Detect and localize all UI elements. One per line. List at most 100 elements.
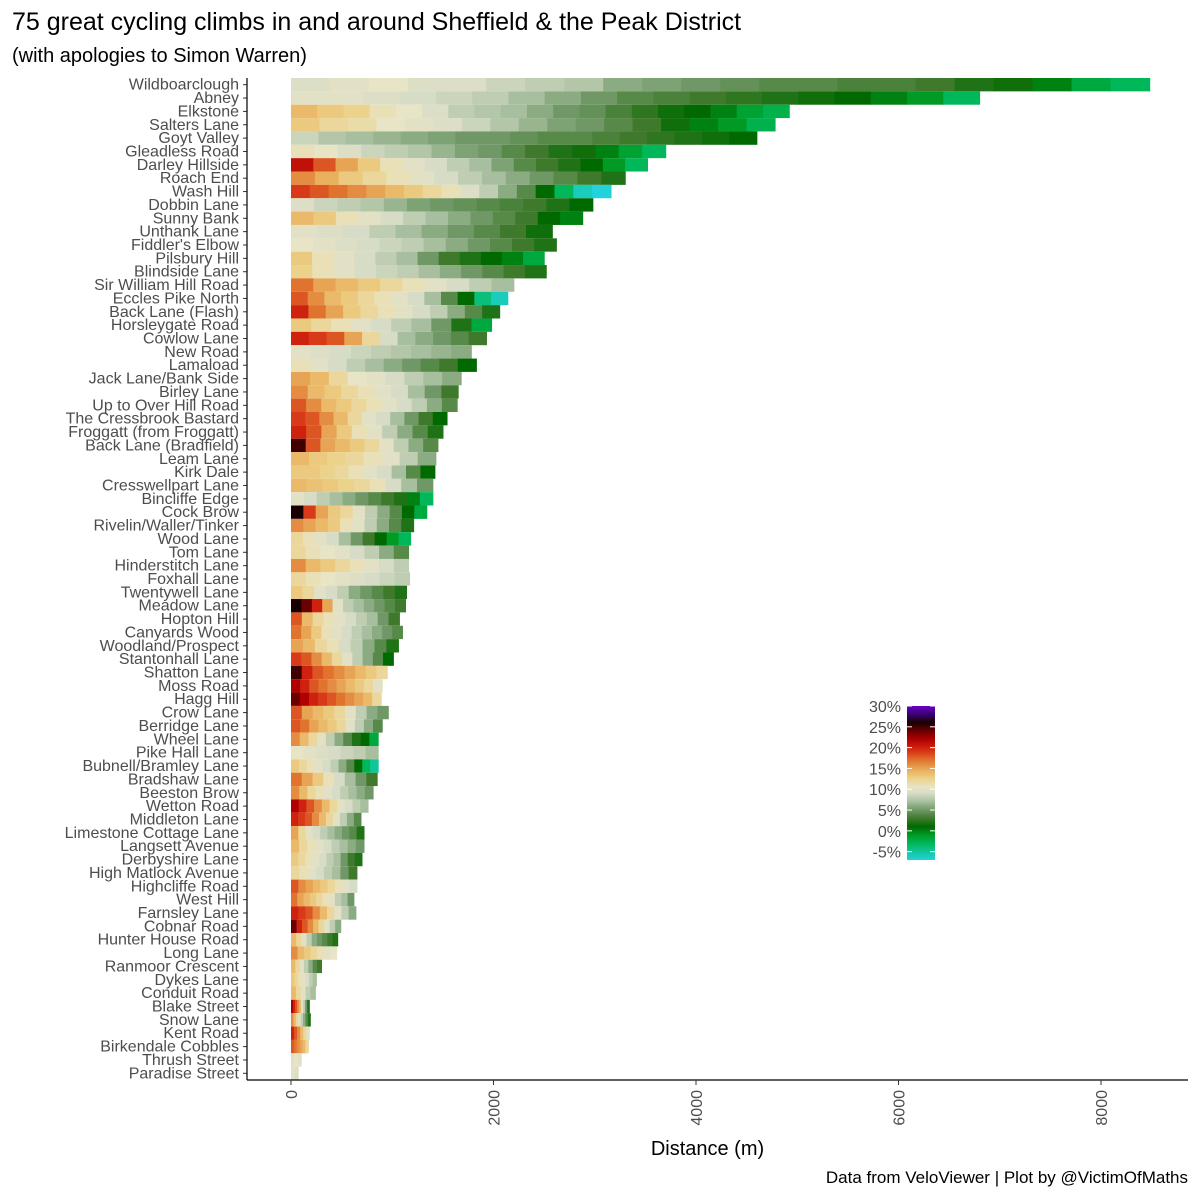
climb-segment [305,999,308,1014]
climb-segment [291,452,310,466]
climb-bar [291,652,394,666]
climb-segment [736,104,764,119]
climb-segment [312,879,321,893]
climb-segment [308,331,328,346]
climb-segment [314,759,324,773]
climb-segment [363,599,375,613]
climb-segment [446,278,470,292]
climb-segment [368,492,382,506]
climb-segment [331,318,352,332]
climb-segment [299,839,308,853]
climb-bar [291,786,374,800]
climb-segment [321,652,333,666]
climb-segment [325,812,334,827]
climb-bar [291,1026,310,1040]
climb-segment [291,652,302,666]
y-tick-label: Roach End [160,170,239,187]
y-tick-label: Tom Lane [169,544,239,561]
climb-segment [374,639,387,653]
y-tick-label: Horsleygate Road [111,317,239,334]
climb-segment [315,746,329,760]
climb-segment [334,826,343,840]
climb-segment [323,839,333,853]
climb-segment [377,465,393,479]
climb-segment [718,118,748,132]
climb-segment [366,425,383,439]
climb-segment [327,518,341,533]
climb-segment [411,345,432,359]
y-tick-label: Conduit Road [141,985,239,1002]
climb-segment [334,772,346,787]
climb-bar [291,572,411,586]
climb-segment [304,946,312,960]
climb-segment [417,251,440,266]
climb-bar [291,358,477,372]
climb-segment [352,652,364,666]
climb-segment [330,78,370,92]
climb-segment [447,224,475,239]
climb-segment [379,545,395,559]
y-tick-label: Sir William Hill Road [94,277,239,294]
climb-segment [316,892,323,907]
y-tick-label: Leam Lane [159,451,239,468]
climb-segment [720,78,760,92]
climb-segment [291,892,298,907]
climb-segment [361,625,373,640]
climb-segment [512,238,535,252]
climb-bar [291,946,338,960]
climb-segment [332,866,341,880]
climb-segment [291,1066,296,1080]
climb-segment [295,999,298,1014]
climb-segment [571,144,596,159]
climb-segment [328,892,336,907]
climb-segment [360,198,385,212]
climb-segment [369,478,387,493]
climb-segment [318,679,329,693]
climb-segment [354,679,365,693]
climb-segment [453,198,478,212]
climb-segment [337,198,362,212]
climb-segment [486,78,526,92]
climb-segment [324,919,331,934]
climb-segment [326,331,345,346]
climb-segment [306,398,322,412]
climb-segment [347,184,367,199]
y-tick-label: Up to Over Hill Road [92,397,239,414]
climb-segment [508,91,546,105]
y-tick-label: Bubnell/Bramley Lane [82,758,239,775]
climb-segment [348,906,357,920]
climb-segment [341,385,359,399]
climb-segment [301,933,308,947]
climb-segment [331,345,352,359]
climb-segment [366,184,386,199]
climb-segment [364,545,380,559]
climb-segment [383,652,394,666]
climb-segment [411,398,428,412]
climb-segment [420,465,436,479]
climb-segment [328,505,341,519]
climb-segment [457,358,477,372]
climb-segment [306,1026,310,1040]
climb-segment [305,438,321,453]
climb-segment [291,478,308,493]
climb-segment [343,104,371,119]
climb-segment [431,318,452,332]
climb-segment [401,238,425,252]
climb-segment [291,412,306,426]
climb-segment [548,144,573,159]
climb-bar [291,1053,302,1067]
climb-segment [393,438,410,453]
climb-segment [361,412,377,426]
climb-segment [349,826,358,840]
chart-caption: Data from VeloViewer | Plot by @VictimOf… [825,1168,1188,1187]
climb-segment [339,839,349,853]
climb-bar [291,986,316,1000]
climb-bar [291,104,790,119]
climb-segment [390,412,405,426]
climb-segment [305,1013,309,1027]
climb-segment [364,786,374,800]
climb-segment [350,639,364,653]
climb-segment [299,866,309,880]
climb-segment [385,184,405,199]
climb-segment [291,144,316,159]
